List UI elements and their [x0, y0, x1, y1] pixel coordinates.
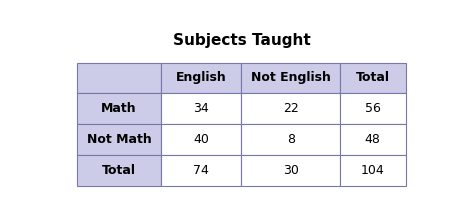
Bar — [340, 155, 406, 186]
Text: Not Math: Not Math — [87, 133, 152, 146]
Text: Total: Total — [356, 71, 390, 84]
Text: Total: Total — [102, 164, 136, 177]
Text: 8: 8 — [287, 133, 295, 146]
Text: 104: 104 — [361, 164, 385, 177]
Text: 22: 22 — [283, 102, 299, 115]
Bar — [161, 124, 242, 155]
Bar — [242, 93, 340, 124]
Text: 74: 74 — [193, 164, 209, 177]
Bar — [161, 155, 242, 186]
Text: Not English: Not English — [251, 71, 331, 84]
Text: 40: 40 — [193, 133, 209, 146]
Text: 56: 56 — [365, 102, 381, 115]
Text: Math: Math — [101, 102, 137, 115]
Bar — [77, 155, 161, 186]
Bar — [340, 93, 406, 124]
Bar — [340, 62, 406, 93]
Bar — [340, 124, 406, 155]
Bar — [242, 155, 340, 186]
Text: 34: 34 — [194, 102, 209, 115]
Text: 48: 48 — [365, 133, 381, 146]
Bar — [242, 124, 340, 155]
Text: 30: 30 — [283, 164, 299, 177]
Text: English: English — [176, 71, 227, 84]
Bar — [242, 62, 340, 93]
Bar — [161, 62, 242, 93]
Bar — [77, 62, 161, 93]
Bar — [77, 124, 161, 155]
Text: Subjects Taught: Subjects Taught — [172, 33, 310, 48]
Bar — [77, 93, 161, 124]
Bar — [161, 93, 242, 124]
